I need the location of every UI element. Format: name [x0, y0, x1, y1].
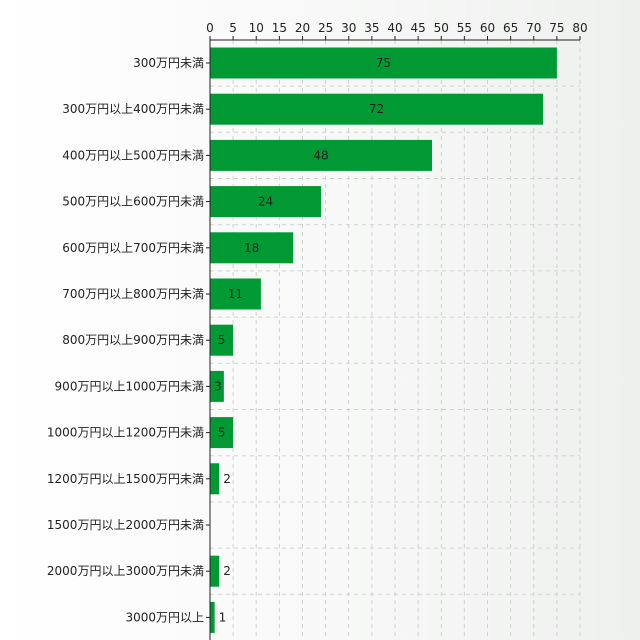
category-label-9: 1200万円以上1500万円未満	[47, 472, 204, 486]
category-label-1: 300万円以上400万円未満	[62, 102, 204, 116]
x-tick-label-0: 0	[206, 21, 214, 35]
bar-value-label-3: 24	[258, 195, 273, 209]
bar-value-label-8: 5	[218, 426, 226, 440]
bar-value-label-4: 18	[244, 241, 259, 255]
category-labels: 300万円未満 300万円以上400万円未満 400万円以上500万円未満 500万円…	[47, 56, 210, 624]
x-tick-label-80: 80	[572, 21, 587, 35]
category-label-12: 3000万円以上	[125, 610, 204, 624]
x-tick-label-70: 70	[526, 21, 541, 35]
category-label-4: 600万円以上700万円未満	[62, 241, 204, 255]
category-label-8: 1000万円以上1200万円未満	[47, 426, 204, 440]
bar-value-label-1: 72	[369, 102, 384, 116]
bar-value-label-7: 3	[214, 379, 222, 393]
x-tick-label-60: 60	[480, 21, 495, 35]
category-label-10: 1500万円以上2000万円未満	[47, 518, 204, 532]
category-label-3: 500万円以上600万円未満	[62, 195, 204, 209]
bars	[210, 47, 557, 633]
x-tick-label-25: 25	[318, 21, 333, 35]
category-label-11: 2000万円以上3000万円未満	[47, 564, 204, 578]
category-label-5: 700万円以上800万円未満	[62, 287, 204, 301]
category-label-2: 400万円以上500万円未満	[62, 148, 204, 162]
bar-value-label-9: 2	[223, 472, 231, 486]
x-tick-label-5: 5	[229, 21, 237, 35]
x-tick-label-45: 45	[410, 21, 425, 35]
x-tick-label-15: 15	[272, 21, 287, 35]
bar-value-label-5: 11	[228, 287, 243, 301]
bar-value-label-11: 2	[223, 564, 231, 578]
x-tick-label-35: 35	[364, 21, 379, 35]
x-tick-label-10: 10	[249, 21, 264, 35]
bar-value-label-2: 48	[313, 148, 328, 162]
x-tick-label-50: 50	[434, 21, 449, 35]
x-tick-label-65: 65	[503, 21, 518, 35]
bar-3	[210, 186, 321, 218]
bar-1	[210, 93, 543, 125]
x-tick-label-40: 40	[387, 21, 402, 35]
x-tick-label-55: 55	[457, 21, 472, 35]
bar-8	[210, 417, 234, 449]
bar-6	[210, 324, 234, 356]
x-axis: 0 5 10 15 20 25 30 35 40 45 50 55 60 65 70 75 80	[206, 21, 588, 41]
bar-labels: 75 72 48 24 18 11 5 3 5 2 2 1	[214, 56, 391, 624]
x-tick-label-20: 20	[295, 21, 310, 35]
x-tick-label-30: 30	[341, 21, 356, 35]
bar-value-label-12: 1	[219, 610, 227, 624]
bar-value-label-0: 75	[376, 56, 391, 70]
category-label-6: 800万円以上900万円未満	[62, 333, 204, 347]
bar-9	[210, 463, 220, 495]
x-tick-label-75: 75	[549, 21, 564, 35]
bar-0	[210, 47, 557, 79]
bar-4	[210, 232, 294, 264]
category-label-0: 300万円未満	[133, 56, 204, 70]
bar-5	[210, 278, 261, 310]
category-label-7: 900万円以上1000万円未満	[55, 379, 204, 393]
bar-value-label-6: 5	[218, 333, 226, 347]
bar-11	[210, 555, 220, 587]
bar-7	[210, 370, 224, 402]
bar-12	[210, 601, 215, 633]
grid-lines	[210, 40, 581, 640]
bar-2	[210, 139, 432, 171]
